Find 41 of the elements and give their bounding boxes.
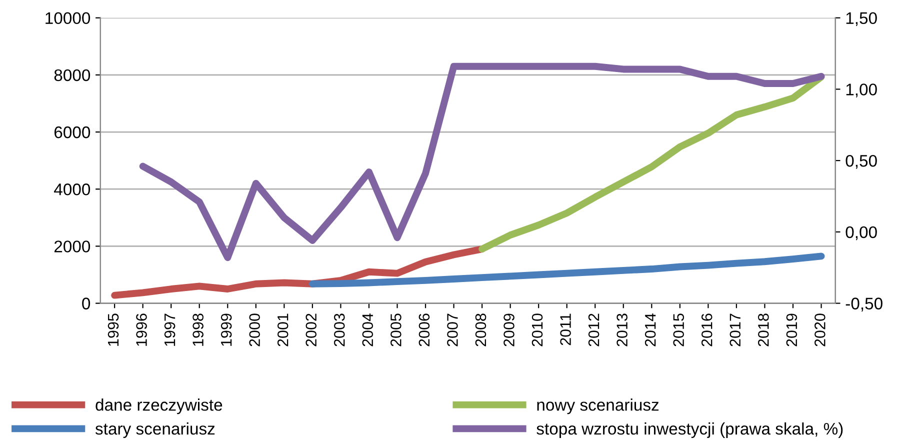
- x-tick-label: 2018: [758, 314, 769, 346]
- x-tick-label: 2001: [277, 314, 288, 346]
- x-tick-label: 2013: [616, 314, 628, 346]
- x-tick-label: 2006: [418, 314, 430, 346]
- legend-label: dane rzeczywiste: [96, 398, 222, 414]
- x-tick-label: 2012: [588, 314, 600, 346]
- y-tick-label: 4000: [54, 184, 90, 196]
- x-tick-label: 1999: [220, 314, 232, 346]
- x-tick-label: 2010: [532, 314, 543, 346]
- y-tick-label: 6000: [54, 126, 90, 138]
- x-tick-label: 2007: [447, 314, 458, 346]
- x-tick-label: 2005: [390, 314, 402, 346]
- x-tick-label: 2002: [306, 314, 317, 346]
- legend-label: stary scenariusz: [95, 422, 215, 438]
- x-tick-label: 2003: [334, 314, 345, 346]
- x-tick-label: 2017: [730, 314, 741, 346]
- x-tick-label: 2004: [362, 313, 374, 346]
- x-tick-label: 2009: [504, 314, 514, 346]
- y-tick-label: 2000: [54, 240, 90, 252]
- x-tick-label: 1997: [164, 314, 176, 346]
- x-tick-label: 1995: [108, 314, 119, 346]
- x-tick-label: 1996: [136, 314, 147, 346]
- y2-tick-label: 0,00: [846, 226, 877, 240]
- x-tick-label: 2019: [786, 314, 798, 346]
- x-tick-label: 2020: [814, 314, 826, 346]
- x-tick-label: 2015: [673, 314, 684, 346]
- y-tick-label: 10000: [46, 12, 90, 24]
- x-tick-label: 2008: [475, 314, 486, 346]
- x-tick-label: 2000: [249, 314, 260, 346]
- legend-label: nowy scenariusz: [537, 398, 659, 414]
- y-tick-label: 0: [82, 298, 90, 310]
- legend-label: stopa wzrostu inwestycji (prawa skala, %): [536, 422, 843, 438]
- x-tick-label: 1998: [192, 314, 204, 346]
- y2-tick-label: 1,50: [846, 12, 877, 26]
- x-tick-label: 2014: [644, 313, 656, 346]
- x-tick-label: 2016: [701, 314, 712, 346]
- y2-tick-label: 0,50: [846, 154, 877, 169]
- x-tick-label: 2011: [560, 314, 571, 346]
- y-tick-label: 8000: [54, 69, 90, 82]
- y2-tick-label: 1,00: [846, 84, 877, 98]
- y2-tick-label: -0,50: [846, 298, 882, 312]
